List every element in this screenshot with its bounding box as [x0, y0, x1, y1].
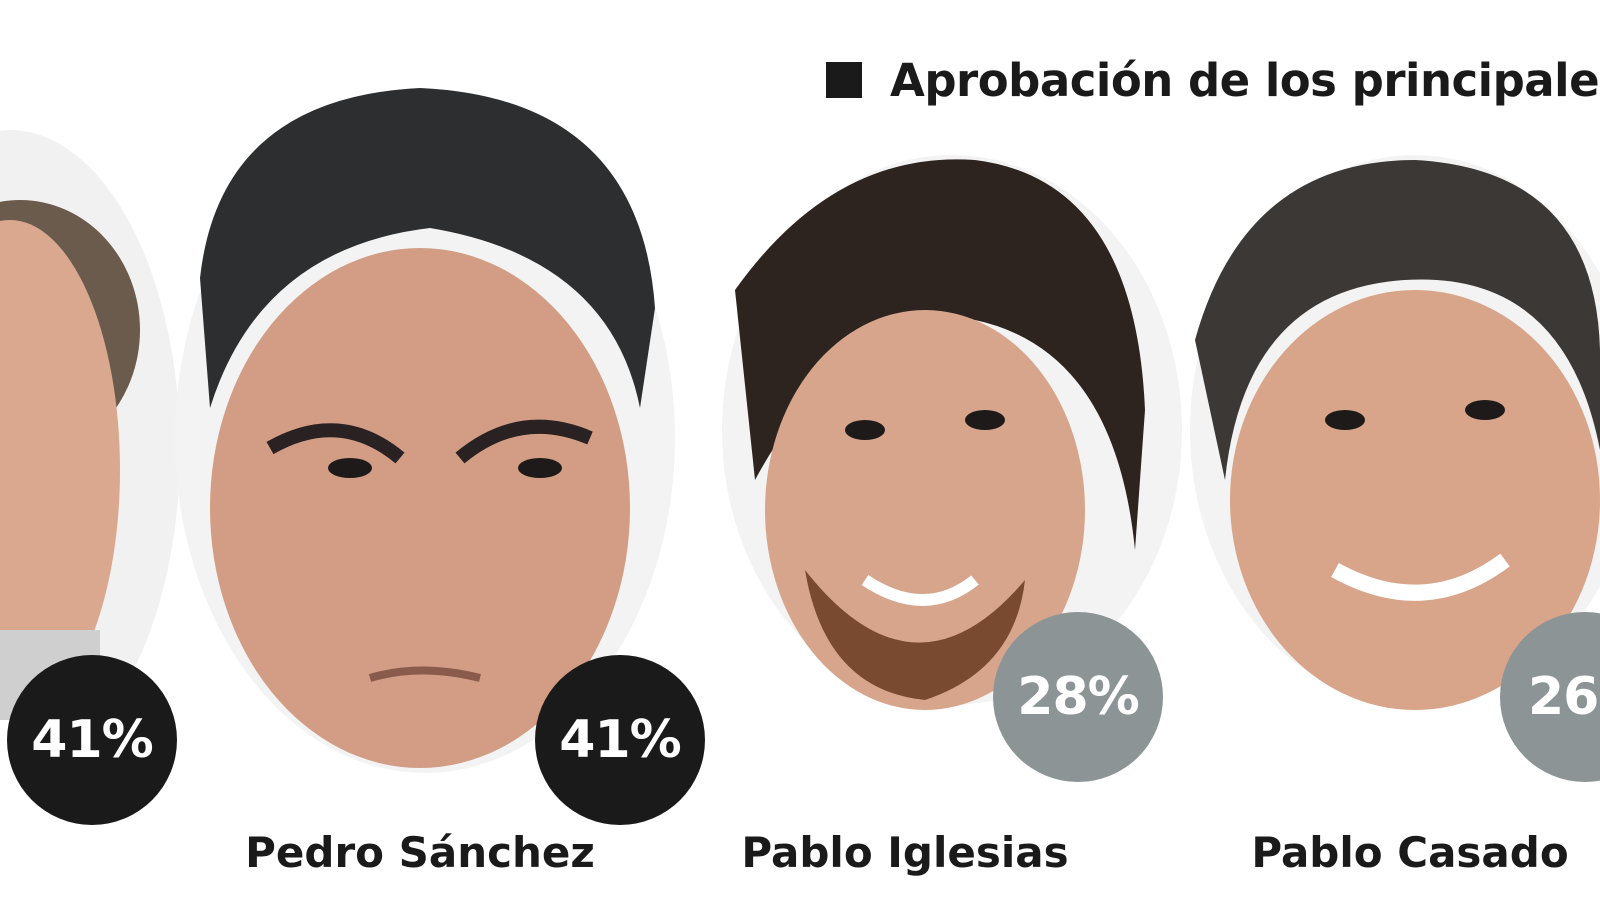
portrait-face-icon: [0, 130, 180, 720]
approval-badge-2: 41%: [535, 655, 705, 825]
leader-portrait-2: [170, 78, 680, 778]
leader-name-2: Pedro Sánchez: [245, 828, 595, 877]
header-title: Aprobación de los principale: [890, 53, 1600, 107]
leader-portrait-1: [0, 110, 190, 720]
leader-name-3: Pablo Iglesias: [741, 828, 1069, 877]
portrait-face-icon: [1190, 155, 1600, 710]
portrait-face-icon: [722, 155, 1182, 710]
leader-portrait-4: [1185, 150, 1600, 710]
portrait-face-icon: [175, 88, 675, 773]
chart-header: Aprobación de los principale: [826, 50, 1600, 110]
leader-portrait-3: [715, 150, 1190, 710]
approval-badge-3: 28%: [993, 612, 1163, 782]
header-square-icon: [826, 62, 862, 98]
leader-name-4: Pablo Casado: [1251, 828, 1569, 877]
approval-badge-1: 41%: [7, 655, 177, 825]
